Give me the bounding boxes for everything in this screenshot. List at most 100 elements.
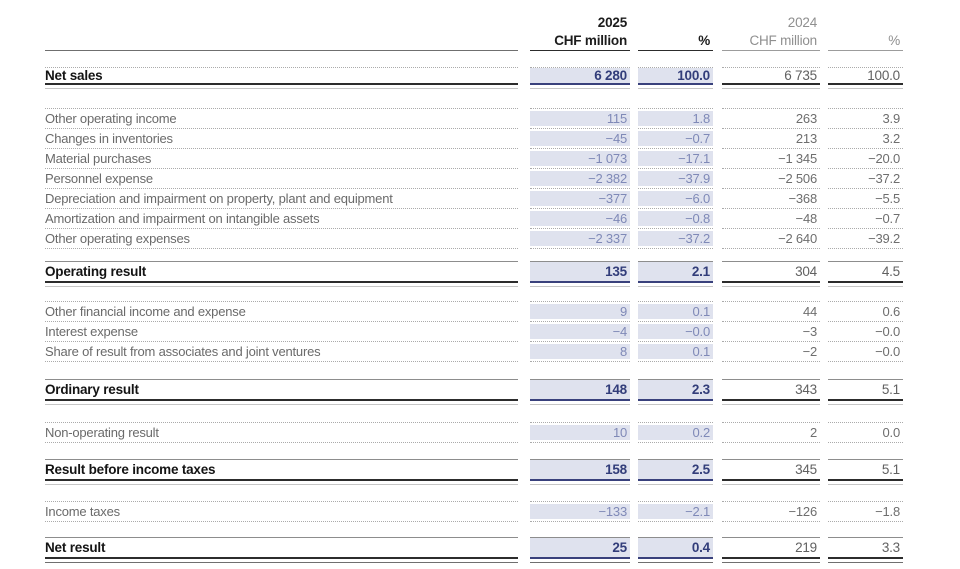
value-2024-pct: 4.5 bbox=[828, 262, 903, 283]
value-2025-pct: 0.1 bbox=[638, 344, 713, 359]
row-result-before-income-taxes: Result before income taxes 158 2.5 345 5… bbox=[45, 459, 960, 485]
value-2024-pct: 5.1 bbox=[828, 460, 903, 481]
value-2025-pct: 0.2 bbox=[638, 425, 713, 440]
value-2025-chf: −45 bbox=[530, 131, 630, 146]
row-label: Other financial income and expense bbox=[45, 304, 246, 319]
value-2024-chf: 2 bbox=[809, 425, 817, 440]
row-label: Ordinary result bbox=[45, 380, 518, 401]
value-2024-chf: −2 640 bbox=[778, 231, 817, 246]
row-label: Non-operating result bbox=[45, 425, 159, 440]
value-2025-pct: −0.0 bbox=[638, 324, 713, 339]
value-2025-chf: −377 bbox=[530, 191, 630, 206]
row-label: Share of result from associates and join… bbox=[45, 344, 321, 359]
value-2024-pct: −37.2 bbox=[868, 171, 900, 186]
value-2024-pct: 0.6 bbox=[882, 304, 901, 319]
header-spacer bbox=[45, 14, 518, 31]
value-2024-chf: −126 bbox=[788, 504, 818, 519]
value-2024-chf: −3 bbox=[802, 324, 818, 339]
row-label: Depreciation and impairment on property,… bbox=[45, 191, 393, 206]
row-label: Operating result bbox=[45, 262, 518, 283]
table-header-years: 2025 2024 bbox=[45, 14, 960, 31]
value-2025-chf: 158 bbox=[530, 460, 630, 481]
value-2024-pct: −0.0 bbox=[875, 324, 900, 339]
header-pct-2025: % bbox=[698, 33, 710, 48]
row-label: Material purchases bbox=[45, 151, 152, 166]
value-2024-chf: −368 bbox=[788, 191, 818, 206]
value-2025-chf: 8 bbox=[530, 344, 630, 359]
value-2025-pct: 100.0 bbox=[638, 68, 713, 85]
value-2025-chf: −2 382 bbox=[530, 171, 630, 186]
row-interest-expense: Interest expense −4 −0.0 −3 −0.0 bbox=[45, 321, 960, 341]
value-2025-chf: 9 bbox=[530, 304, 630, 319]
value-2025-chf: −133 bbox=[530, 504, 630, 519]
value-2024-pct: 5.1 bbox=[828, 380, 903, 401]
value-2025-pct: 2.3 bbox=[638, 380, 713, 401]
row-label: Net result bbox=[45, 538, 518, 559]
value-2024-chf: −1 345 bbox=[778, 151, 817, 166]
row-material-purchases: Material purchases −1 073 −17.1 −1 345 −… bbox=[45, 148, 960, 168]
value-2024-chf: −48 bbox=[795, 211, 818, 226]
header-year-2025: 2025 bbox=[597, 15, 627, 30]
row-label: Income taxes bbox=[45, 504, 120, 519]
value-2025-pct: 2.1 bbox=[638, 262, 713, 283]
value-2024-chf: −2 506 bbox=[778, 171, 817, 186]
value-2024-pct: 3.3 bbox=[828, 538, 903, 559]
row-amortization-impairment-intangibles: Amortization and impairment on intangibl… bbox=[45, 208, 960, 228]
value-2025-pct: −37.2 bbox=[638, 231, 713, 246]
value-2025-chf: 6 280 bbox=[530, 68, 630, 85]
value-2024-pct: −0.7 bbox=[875, 211, 900, 226]
value-2024-chf: 219 bbox=[722, 538, 820, 559]
row-label: Result before income taxes bbox=[45, 460, 518, 481]
value-2025-pct: 0.4 bbox=[638, 538, 713, 559]
value-2025-pct: −6.0 bbox=[638, 191, 713, 206]
header-unit-2025: CHF million bbox=[554, 33, 627, 48]
row-changes-in-inventories: Changes in inventories −45 −0.7 213 3.2 bbox=[45, 128, 960, 148]
value-2025-pct: 1.8 bbox=[638, 111, 713, 126]
row-ordinary-result: Ordinary result 148 2.3 343 5.1 bbox=[45, 379, 960, 405]
value-2024-chf: 6 735 bbox=[722, 68, 820, 85]
value-2024-chf: 263 bbox=[795, 111, 817, 126]
row-operating-result: Operating result 135 2.1 304 4.5 bbox=[45, 261, 960, 287]
row-personnel-expense: Personnel expense −2 382 −37.9 −2 506 −3… bbox=[45, 168, 960, 188]
value-2025-pct: −17.1 bbox=[638, 151, 713, 166]
value-2024-chf: 304 bbox=[722, 262, 820, 283]
row-label: Other operating expenses bbox=[45, 231, 190, 246]
value-2024-chf: 44 bbox=[802, 304, 817, 319]
value-2024-chf: 213 bbox=[795, 131, 817, 146]
row-income-taxes: Income taxes −133 −2.1 −126 −1.8 bbox=[45, 501, 960, 522]
value-2024-pct: 0.0 bbox=[882, 425, 901, 440]
row-net-result: Net result 25 0.4 219 3.3 bbox=[45, 537, 960, 563]
value-2025-pct: 2.5 bbox=[638, 460, 713, 481]
row-non-operating-result: Non-operating result 10 0.2 2 0.0 bbox=[45, 422, 960, 443]
row-label: Changes in inventories bbox=[45, 131, 173, 146]
value-2025-chf: 10 bbox=[530, 425, 630, 440]
value-2025-chf: 115 bbox=[530, 111, 630, 126]
value-2024-chf: 343 bbox=[722, 380, 820, 401]
value-2024-pct: −20.0 bbox=[868, 151, 900, 166]
row-depreciation-impairment-ppe: Depreciation and impairment on property,… bbox=[45, 188, 960, 208]
row-label: Other operating income bbox=[45, 111, 177, 126]
value-2024-pct: −5.5 bbox=[875, 191, 900, 206]
value-2025-chf: −1 073 bbox=[530, 151, 630, 166]
value-2024-pct: 100.0 bbox=[828, 68, 903, 85]
value-2025-pct: −2.1 bbox=[638, 504, 713, 519]
value-2025-chf: −4 bbox=[530, 324, 630, 339]
row-label: Net sales bbox=[45, 68, 518, 85]
header-year-2024: 2024 bbox=[787, 15, 817, 30]
value-2024-pct: 3.9 bbox=[882, 111, 901, 126]
value-2024-chf: 345 bbox=[722, 460, 820, 481]
row-other-financial-income-expense: Other financial income and expense 9 0.1… bbox=[45, 301, 960, 321]
header-unit-2024: CHF million bbox=[749, 33, 817, 48]
row-share-of-result-associates: Share of result from associates and join… bbox=[45, 341, 960, 362]
row-label: Interest expense bbox=[45, 324, 138, 339]
value-2024-chf: −2 bbox=[802, 344, 818, 359]
value-2024-pct: −0.0 bbox=[875, 344, 900, 359]
value-2025-chf: 148 bbox=[530, 380, 630, 401]
header-pct-2024: % bbox=[888, 33, 900, 48]
value-2025-pct: 0.1 bbox=[638, 304, 713, 319]
row-net-sales: Net sales 6 280 100.0 6 735 100.0 bbox=[45, 67, 960, 89]
value-2025-chf: 25 bbox=[530, 538, 630, 559]
value-2025-chf: −46 bbox=[530, 211, 630, 226]
row-other-operating-income: Other operating income 115 1.8 263 3.9 bbox=[45, 108, 960, 128]
